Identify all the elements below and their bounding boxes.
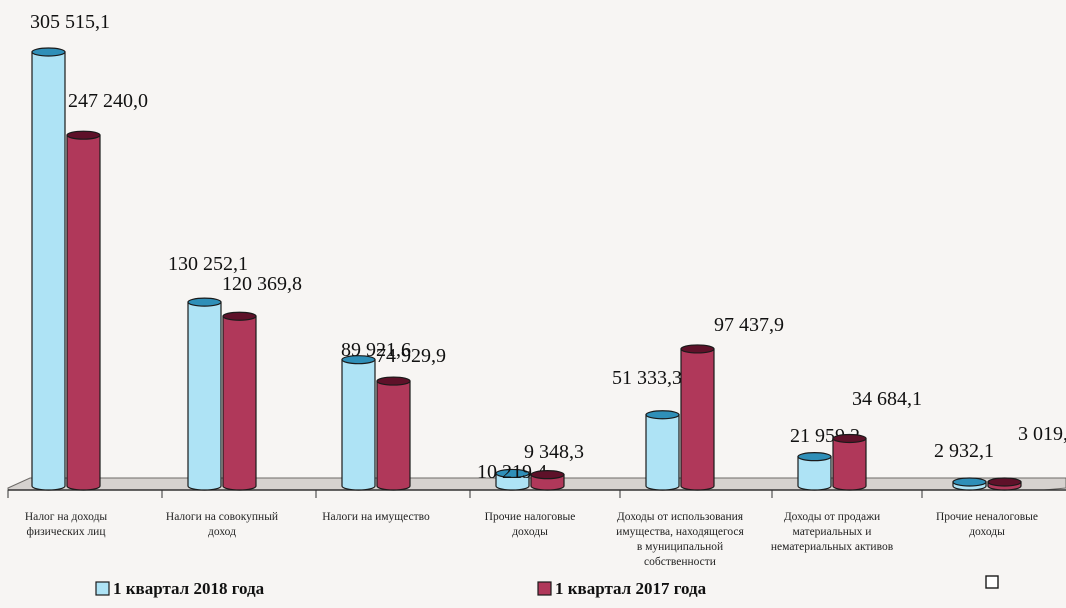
bar-0-4	[645, 414, 680, 491]
bar-1-2	[376, 380, 411, 491]
data-label-0-1: 130 252,1	[168, 253, 248, 275]
bar-cap-0-5	[797, 452, 832, 462]
category-label-2: Налоги на имущество	[322, 511, 430, 523]
bar-cap-0-6	[952, 477, 987, 487]
bar-cap-0-0	[31, 47, 66, 57]
bar-cap-0-4	[645, 410, 680, 420]
category-label-5: Доходы от продажи материальных и нематериа…	[771, 511, 894, 553]
data-label-0-6: 2 932,1	[934, 440, 994, 462]
bar-0-2	[341, 359, 376, 491]
bar-cap-0-1	[187, 297, 222, 307]
legend-swatch-empty	[985, 575, 999, 589]
bar-cap-1-5	[832, 433, 867, 444]
category-label-0: Налог на доходы физических лиц	[25, 511, 108, 538]
data-label-1-1: 120 369,8	[222, 273, 302, 295]
bar-1-5	[832, 437, 867, 491]
data-label-1-0: 247 240,0	[68, 90, 148, 112]
bar-cap-1-6	[987, 477, 1022, 487]
legend-label-1: 1 квартал 2017 года	[555, 579, 707, 598]
bar-cap-1-1	[222, 311, 257, 321]
bar-group-4: 51 333,3 97 437,9	[612, 314, 784, 491]
data-label-1-2: 74 929,9	[376, 345, 446, 367]
data-label-1-3: 9 348,3	[524, 441, 584, 463]
bar-0-0	[31, 51, 66, 491]
category-label-6: Прочие неналоговые доходы	[936, 511, 1038, 538]
legend-swatch-0	[95, 581, 110, 596]
data-label-0-0: 305 515,1	[30, 11, 110, 33]
bar-cap-1-3	[530, 470, 565, 480]
bar-cap-1-4	[680, 344, 715, 354]
data-label-1-6: 3 019,3	[1018, 423, 1066, 445]
bar-1-4	[680, 348, 715, 491]
bar-cap-0-3	[495, 468, 530, 479]
category-label-3: Прочие налоговые доходы	[485, 511, 576, 538]
bar-cap-1-2	[376, 376, 411, 386]
category-label-4: Доходы от использования имущества, находя…	[616, 511, 744, 568]
bar-0-1	[187, 301, 222, 491]
bar-0-3	[495, 472, 530, 491]
bar-group-0: 305 515,1 247 240,0	[30, 11, 148, 491]
bar-group-6: 2 932,1 3 019,3	[934, 423, 1066, 491]
bar-1-1	[222, 315, 257, 491]
data-label-0-3: 10 219,4	[477, 461, 547, 483]
category-label-1: Налоги на совокупный доход	[166, 511, 278, 538]
bar-0-5	[797, 456, 832, 491]
bar-cap-0-2	[341, 355, 376, 365]
legend-swatch-1	[537, 581, 552, 596]
data-label-0-4: 51 333,3	[612, 367, 682, 389]
data-label-0-2: 89 921,6	[341, 339, 411, 361]
bar-group-2: 89 921,674 929,9	[341, 339, 446, 491]
bar-group-5: 21 959,234 684,1	[790, 388, 922, 491]
bar-group-3: 10 219,49 348,3	[477, 441, 584, 491]
data-label-1-4: 97 437,9	[714, 314, 784, 336]
legend-label-0: 1 квартал 2018 года	[113, 579, 265, 598]
data-label-1-5: 34 684,1	[852, 388, 922, 410]
bar-1-0	[66, 134, 101, 491]
bar-cap-1-0	[66, 130, 101, 140]
